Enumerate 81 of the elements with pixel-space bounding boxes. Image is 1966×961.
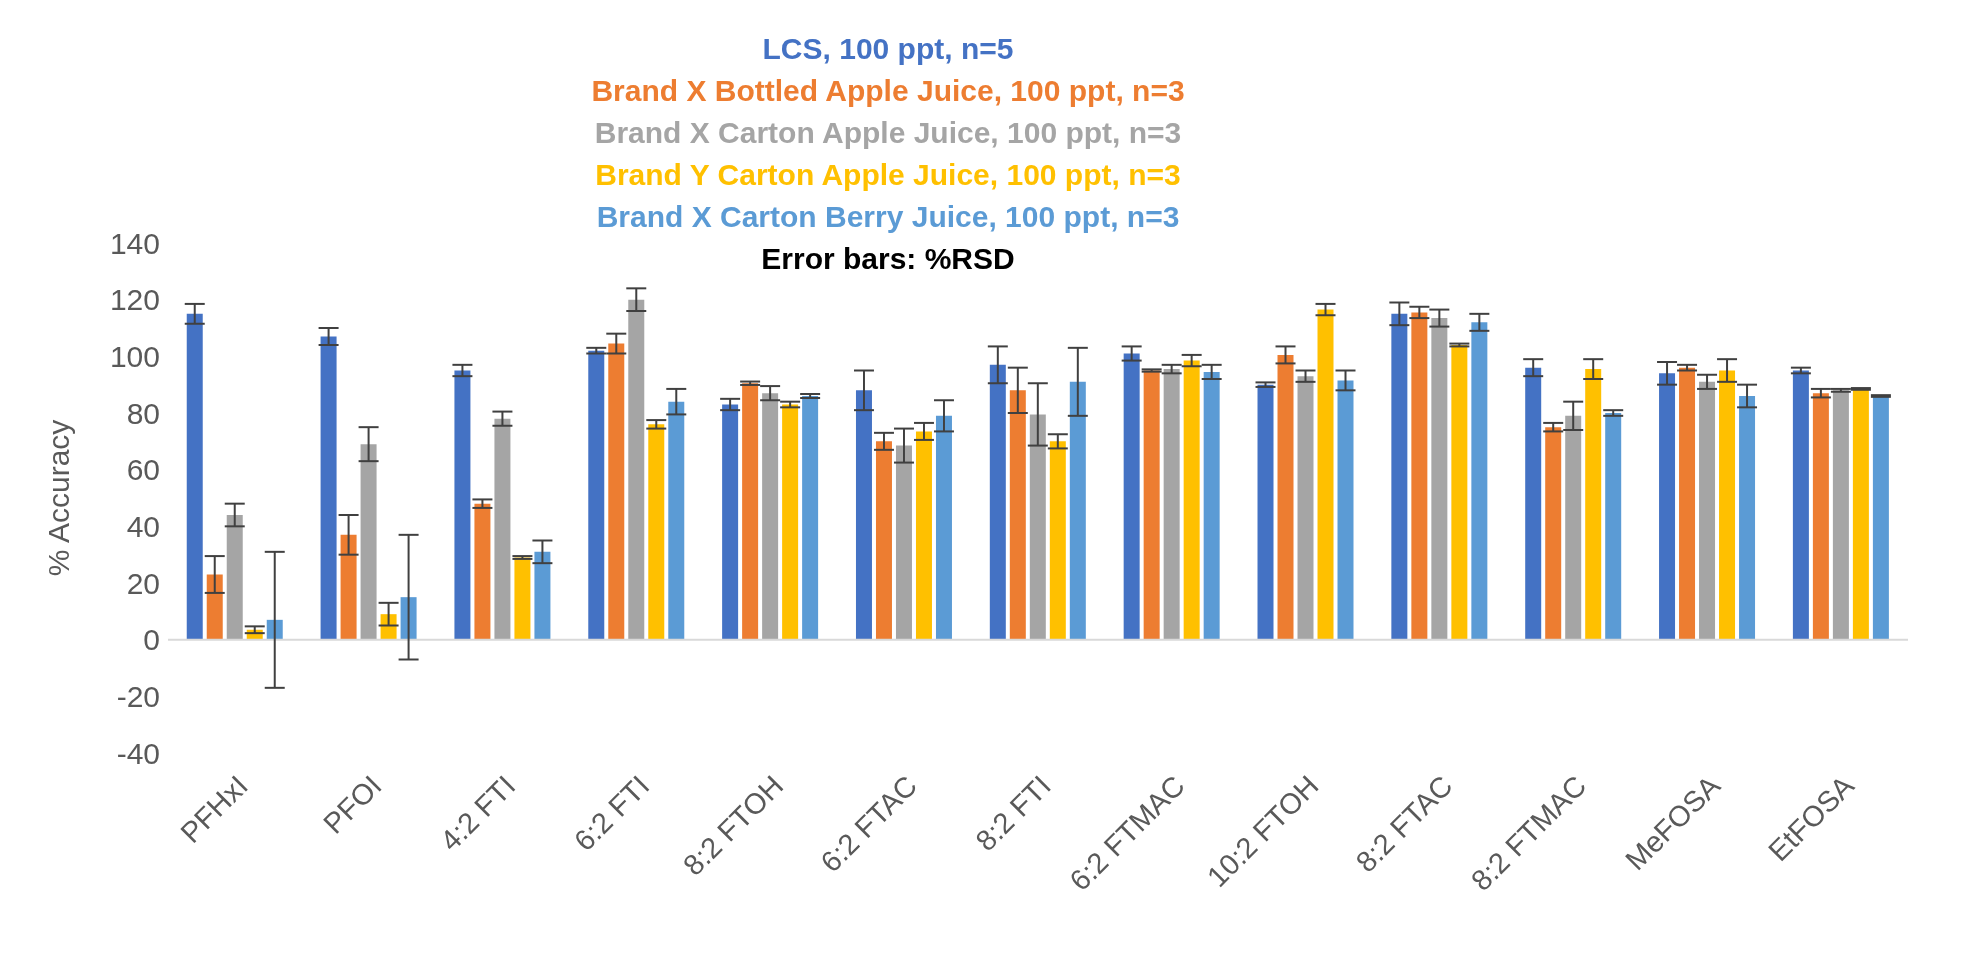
bar bbox=[742, 383, 759, 640]
x-tick-label: 8:2 FTI bbox=[969, 769, 1057, 857]
bar bbox=[608, 343, 625, 640]
bar bbox=[895, 445, 912, 640]
bar bbox=[989, 364, 1006, 640]
text: LCS, 100 ppt, n=5 bbox=[761, 31, 1015, 67]
y-tick-label: 40 bbox=[126, 509, 160, 543]
x-tick-label: 6:2 FTI bbox=[567, 769, 656, 857]
bar bbox=[1545, 427, 1562, 640]
bar bbox=[206, 574, 223, 640]
bar bbox=[1679, 367, 1696, 640]
bar bbox=[474, 503, 491, 640]
x-tick-label: 4:2 FTI bbox=[433, 769, 522, 857]
y-tick-label: 100 bbox=[109, 339, 160, 373]
bar bbox=[1471, 322, 1488, 640]
bar bbox=[494, 418, 511, 640]
bar bbox=[1812, 393, 1829, 640]
bar bbox=[935, 415, 952, 640]
bar bbox=[1391, 313, 1408, 640]
bar bbox=[1069, 381, 1086, 640]
bar bbox=[722, 404, 739, 640]
bar bbox=[1565, 415, 1582, 640]
bar bbox=[1719, 370, 1736, 640]
bar bbox=[1792, 370, 1809, 640]
bar bbox=[1123, 353, 1140, 640]
y-tick-label: 120 bbox=[109, 283, 160, 317]
bar bbox=[782, 404, 799, 640]
bar bbox=[875, 441, 892, 640]
bar bbox=[1317, 309, 1334, 640]
bar bbox=[1832, 390, 1849, 640]
y-tick-label: 0 bbox=[143, 623, 160, 657]
bar bbox=[1699, 381, 1716, 640]
bar bbox=[1029, 414, 1046, 640]
bar bbox=[1337, 380, 1354, 640]
bar bbox=[1257, 384, 1274, 640]
bar bbox=[360, 444, 377, 640]
text: Brand X Carton Apple Juice, 100 ppt, n=3 bbox=[593, 115, 1183, 151]
bar bbox=[1277, 354, 1294, 640]
bar bbox=[1451, 345, 1468, 640]
bar bbox=[855, 390, 872, 640]
bar bbox=[1049, 441, 1066, 640]
bar bbox=[320, 336, 337, 640]
bar bbox=[1872, 396, 1889, 640]
bar bbox=[1411, 312, 1428, 640]
y-tick-label: 140 bbox=[109, 226, 160, 260]
y-tick-label: 20 bbox=[126, 566, 160, 600]
y-tick-label: -20 bbox=[116, 679, 160, 713]
bar bbox=[1585, 369, 1602, 640]
bar bbox=[1143, 370, 1160, 640]
text: Brand X Bottled Apple Juice, 100 ppt, n=3 bbox=[590, 73, 1186, 109]
bar bbox=[628, 299, 645, 640]
bar bbox=[588, 350, 605, 640]
text: Brand X Carton Berry Juice, 100 ppt, n=3 bbox=[595, 199, 1181, 235]
bar bbox=[1659, 373, 1676, 640]
bar bbox=[915, 431, 932, 640]
y-axis-title: % Accuracy bbox=[41, 419, 75, 577]
bar bbox=[454, 370, 471, 640]
bar bbox=[1183, 360, 1200, 640]
bar bbox=[648, 424, 665, 640]
y-tick-label: -40 bbox=[116, 736, 160, 770]
bar bbox=[668, 401, 685, 640]
bar bbox=[1431, 318, 1448, 640]
y-tick-label: 60 bbox=[126, 453, 160, 487]
bar bbox=[340, 534, 357, 640]
bar bbox=[1739, 396, 1756, 640]
bar bbox=[1297, 376, 1314, 640]
bar bbox=[762, 393, 779, 640]
bar bbox=[1163, 369, 1180, 640]
bar bbox=[1009, 390, 1026, 640]
bar bbox=[1605, 413, 1622, 640]
bar bbox=[1852, 388, 1869, 640]
y-tick-label: 80 bbox=[126, 396, 160, 430]
annotation: Error bars: %RSD bbox=[760, 241, 1016, 277]
bar bbox=[1525, 367, 1542, 640]
bar bbox=[226, 515, 243, 640]
bar bbox=[1203, 371, 1220, 640]
bar bbox=[802, 396, 819, 640]
text: Brand Y Carton Apple Juice, 100 ppt, n=3 bbox=[594, 157, 1182, 193]
bar bbox=[534, 551, 551, 640]
bar bbox=[186, 313, 203, 640]
bar bbox=[514, 557, 531, 640]
